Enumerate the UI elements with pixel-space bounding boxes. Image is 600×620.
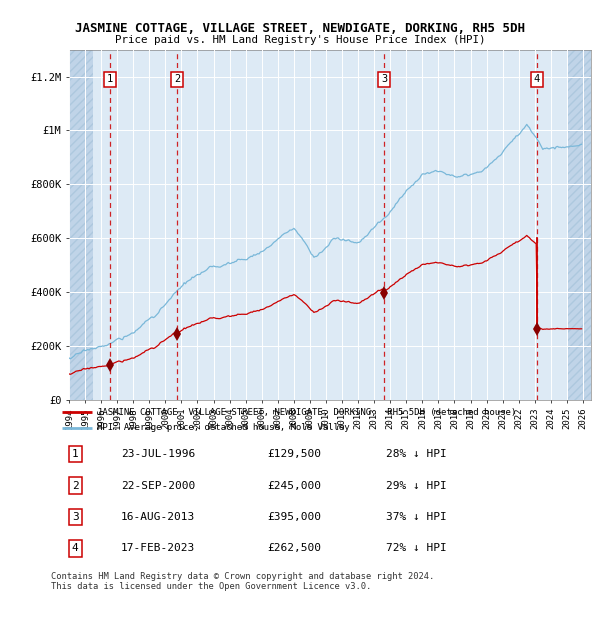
Text: JASMINE COTTAGE, VILLAGE STREET, NEWDIGATE, DORKING,  RH5 5DH (detached house): JASMINE COTTAGE, VILLAGE STREET, NEWDIGA… (97, 408, 516, 417)
Text: JASMINE COTTAGE, VILLAGE STREET, NEWDIGATE, DORKING, RH5 5DH: JASMINE COTTAGE, VILLAGE STREET, NEWDIGA… (75, 22, 525, 35)
Text: 72% ↓ HPI: 72% ↓ HPI (386, 544, 446, 554)
Text: 4: 4 (72, 544, 79, 554)
Text: 17-FEB-2023: 17-FEB-2023 (121, 544, 196, 554)
Text: 3: 3 (72, 512, 79, 522)
Text: 2: 2 (174, 74, 180, 84)
Text: Contains HM Land Registry data © Crown copyright and database right 2024.
This d: Contains HM Land Registry data © Crown c… (51, 572, 434, 591)
Text: Price paid vs. HM Land Registry's House Price Index (HPI): Price paid vs. HM Land Registry's House … (115, 35, 485, 45)
Text: 28% ↓ HPI: 28% ↓ HPI (386, 449, 446, 459)
Text: 37% ↓ HPI: 37% ↓ HPI (386, 512, 446, 522)
Text: 1: 1 (107, 74, 113, 84)
Text: 4: 4 (533, 74, 540, 84)
Text: 29% ↓ HPI: 29% ↓ HPI (386, 480, 446, 490)
Text: 23-JUL-1996: 23-JUL-1996 (121, 449, 196, 459)
Text: 2: 2 (72, 480, 79, 490)
Text: 3: 3 (381, 74, 388, 84)
Text: HPI: Average price, detached house, Mole Valley: HPI: Average price, detached house, Mole… (97, 423, 350, 432)
Text: £129,500: £129,500 (267, 449, 321, 459)
Text: £395,000: £395,000 (267, 512, 321, 522)
Text: 1: 1 (72, 449, 79, 459)
Text: 16-AUG-2013: 16-AUG-2013 (121, 512, 196, 522)
Bar (567, 50, 591, 400)
Text: £262,500: £262,500 (267, 544, 321, 554)
Text: £245,000: £245,000 (267, 480, 321, 490)
Text: 22-SEP-2000: 22-SEP-2000 (121, 480, 196, 490)
Bar (69, 50, 93, 400)
